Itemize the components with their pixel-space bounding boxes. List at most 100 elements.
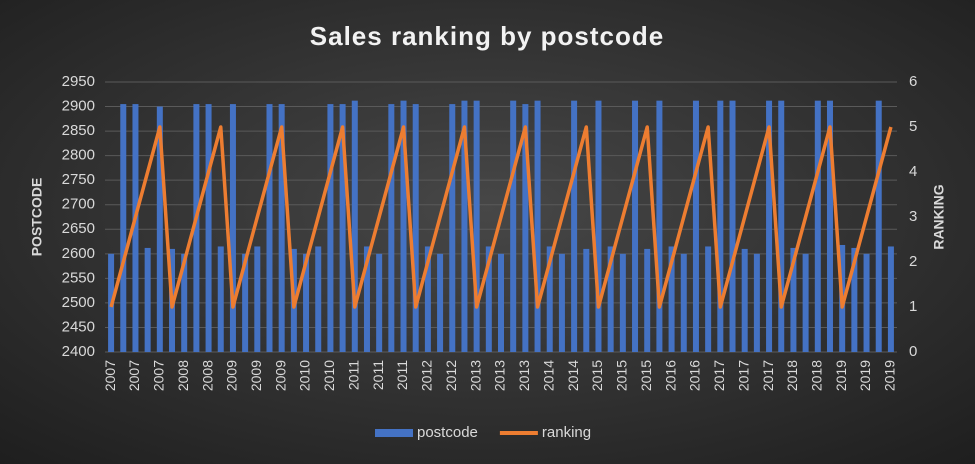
bar xyxy=(729,100,736,353)
bar xyxy=(863,253,870,352)
y2-tick-label: 2 xyxy=(909,253,917,270)
x-tick-label: 2007 xyxy=(126,360,142,391)
y-tick-label: 2800 xyxy=(62,147,95,164)
x-tick-label: 2010 xyxy=(321,360,337,391)
bar xyxy=(363,246,370,352)
bar xyxy=(485,246,492,352)
legend-swatch xyxy=(375,429,413,437)
y2-axis-title: RANKING xyxy=(931,184,947,249)
x-tick-label: 2010 xyxy=(297,360,313,391)
x-tick-label: 2016 xyxy=(687,360,703,391)
y-tick-label: 2900 xyxy=(62,98,95,115)
x-tick-label: 2017 xyxy=(735,360,751,391)
bar xyxy=(144,247,151,352)
bar xyxy=(705,246,712,352)
bar xyxy=(473,100,480,353)
bar xyxy=(668,246,675,352)
y-tick-label: 2450 xyxy=(62,318,95,335)
bar xyxy=(790,247,797,352)
bar xyxy=(753,253,760,352)
x-tick-label: 2019 xyxy=(857,360,873,391)
bar xyxy=(583,248,590,352)
bar xyxy=(339,104,346,352)
bar xyxy=(120,104,127,352)
x-tick-label: 2012 xyxy=(443,360,459,391)
bar xyxy=(400,100,407,353)
x-tick-label: 2008 xyxy=(199,360,215,391)
bar xyxy=(534,100,541,353)
bar xyxy=(802,253,809,352)
bar xyxy=(461,100,468,353)
x-tick-label: 2015 xyxy=(614,360,630,391)
bar xyxy=(278,104,285,352)
chart-title: Sales ranking by postcode xyxy=(310,21,664,51)
bar xyxy=(571,100,578,353)
y2-tick-label: 1 xyxy=(909,298,917,315)
legend-label: ranking xyxy=(542,424,591,441)
y-tick-label: 2600 xyxy=(62,245,95,262)
y2-tick-label: 0 xyxy=(909,343,917,360)
y2-tick-label: 4 xyxy=(909,163,917,180)
bar xyxy=(692,100,699,353)
x-tick-label: 2011 xyxy=(370,360,386,390)
bar xyxy=(229,104,236,352)
x-tick-label: 2016 xyxy=(662,360,678,391)
bar xyxy=(205,104,212,352)
x-tick-label: 2018 xyxy=(809,360,825,391)
bar xyxy=(522,104,529,352)
bar xyxy=(193,104,200,352)
bar xyxy=(814,100,821,353)
legend-label: postcode xyxy=(417,424,478,441)
bar xyxy=(412,104,419,352)
x-tick-label: 2007 xyxy=(151,360,167,391)
x-tick-label: 2015 xyxy=(638,360,654,391)
bar xyxy=(266,104,273,352)
bar xyxy=(437,253,444,352)
bar xyxy=(595,100,602,353)
bar xyxy=(315,246,322,352)
x-tick-label: 2013 xyxy=(516,360,532,391)
bar xyxy=(851,247,858,352)
bar xyxy=(607,246,614,352)
bar xyxy=(242,253,249,352)
x-tick-label: 2011 xyxy=(394,360,410,390)
line xyxy=(109,125,893,309)
x-tick-label: 2011 xyxy=(345,360,361,390)
bar xyxy=(510,100,517,353)
y2-tick-label: 6 xyxy=(909,73,917,90)
bar xyxy=(778,100,785,353)
y2-tick-label: 5 xyxy=(909,118,917,135)
bar xyxy=(376,253,383,352)
bar xyxy=(887,246,894,352)
bar xyxy=(156,106,163,352)
bar xyxy=(132,104,139,352)
x-tick-label: 2018 xyxy=(784,360,800,391)
x-tick-label: 2014 xyxy=(540,360,556,391)
bar xyxy=(351,100,358,353)
x-tick-label: 2014 xyxy=(565,360,581,391)
x-tick-label: 2019 xyxy=(882,360,898,391)
x-tick-label: 2015 xyxy=(589,360,605,391)
y-tick-label: 2750 xyxy=(62,171,95,188)
x-tick-label: 2019 xyxy=(833,360,849,391)
x-tick-label: 2007 xyxy=(102,360,118,391)
x-tick-label: 2012 xyxy=(419,360,435,391)
y2-tick-label: 3 xyxy=(909,208,917,225)
bar xyxy=(644,248,651,352)
bar xyxy=(766,100,773,353)
y-tick-label: 2650 xyxy=(62,220,95,237)
x-tick-label: 2017 xyxy=(711,360,727,391)
bar xyxy=(181,253,188,352)
x-tick-label: 2008 xyxy=(175,360,191,391)
bar xyxy=(558,253,565,352)
bar xyxy=(875,100,882,353)
y-tick-label: 2700 xyxy=(62,196,95,213)
bar xyxy=(388,104,395,352)
y-tick-label: 2500 xyxy=(62,294,95,311)
bar xyxy=(327,104,334,352)
y-tick-label: 2850 xyxy=(62,122,95,139)
x-tick-label: 2009 xyxy=(224,360,240,391)
bar xyxy=(498,253,504,352)
bar xyxy=(632,100,639,353)
